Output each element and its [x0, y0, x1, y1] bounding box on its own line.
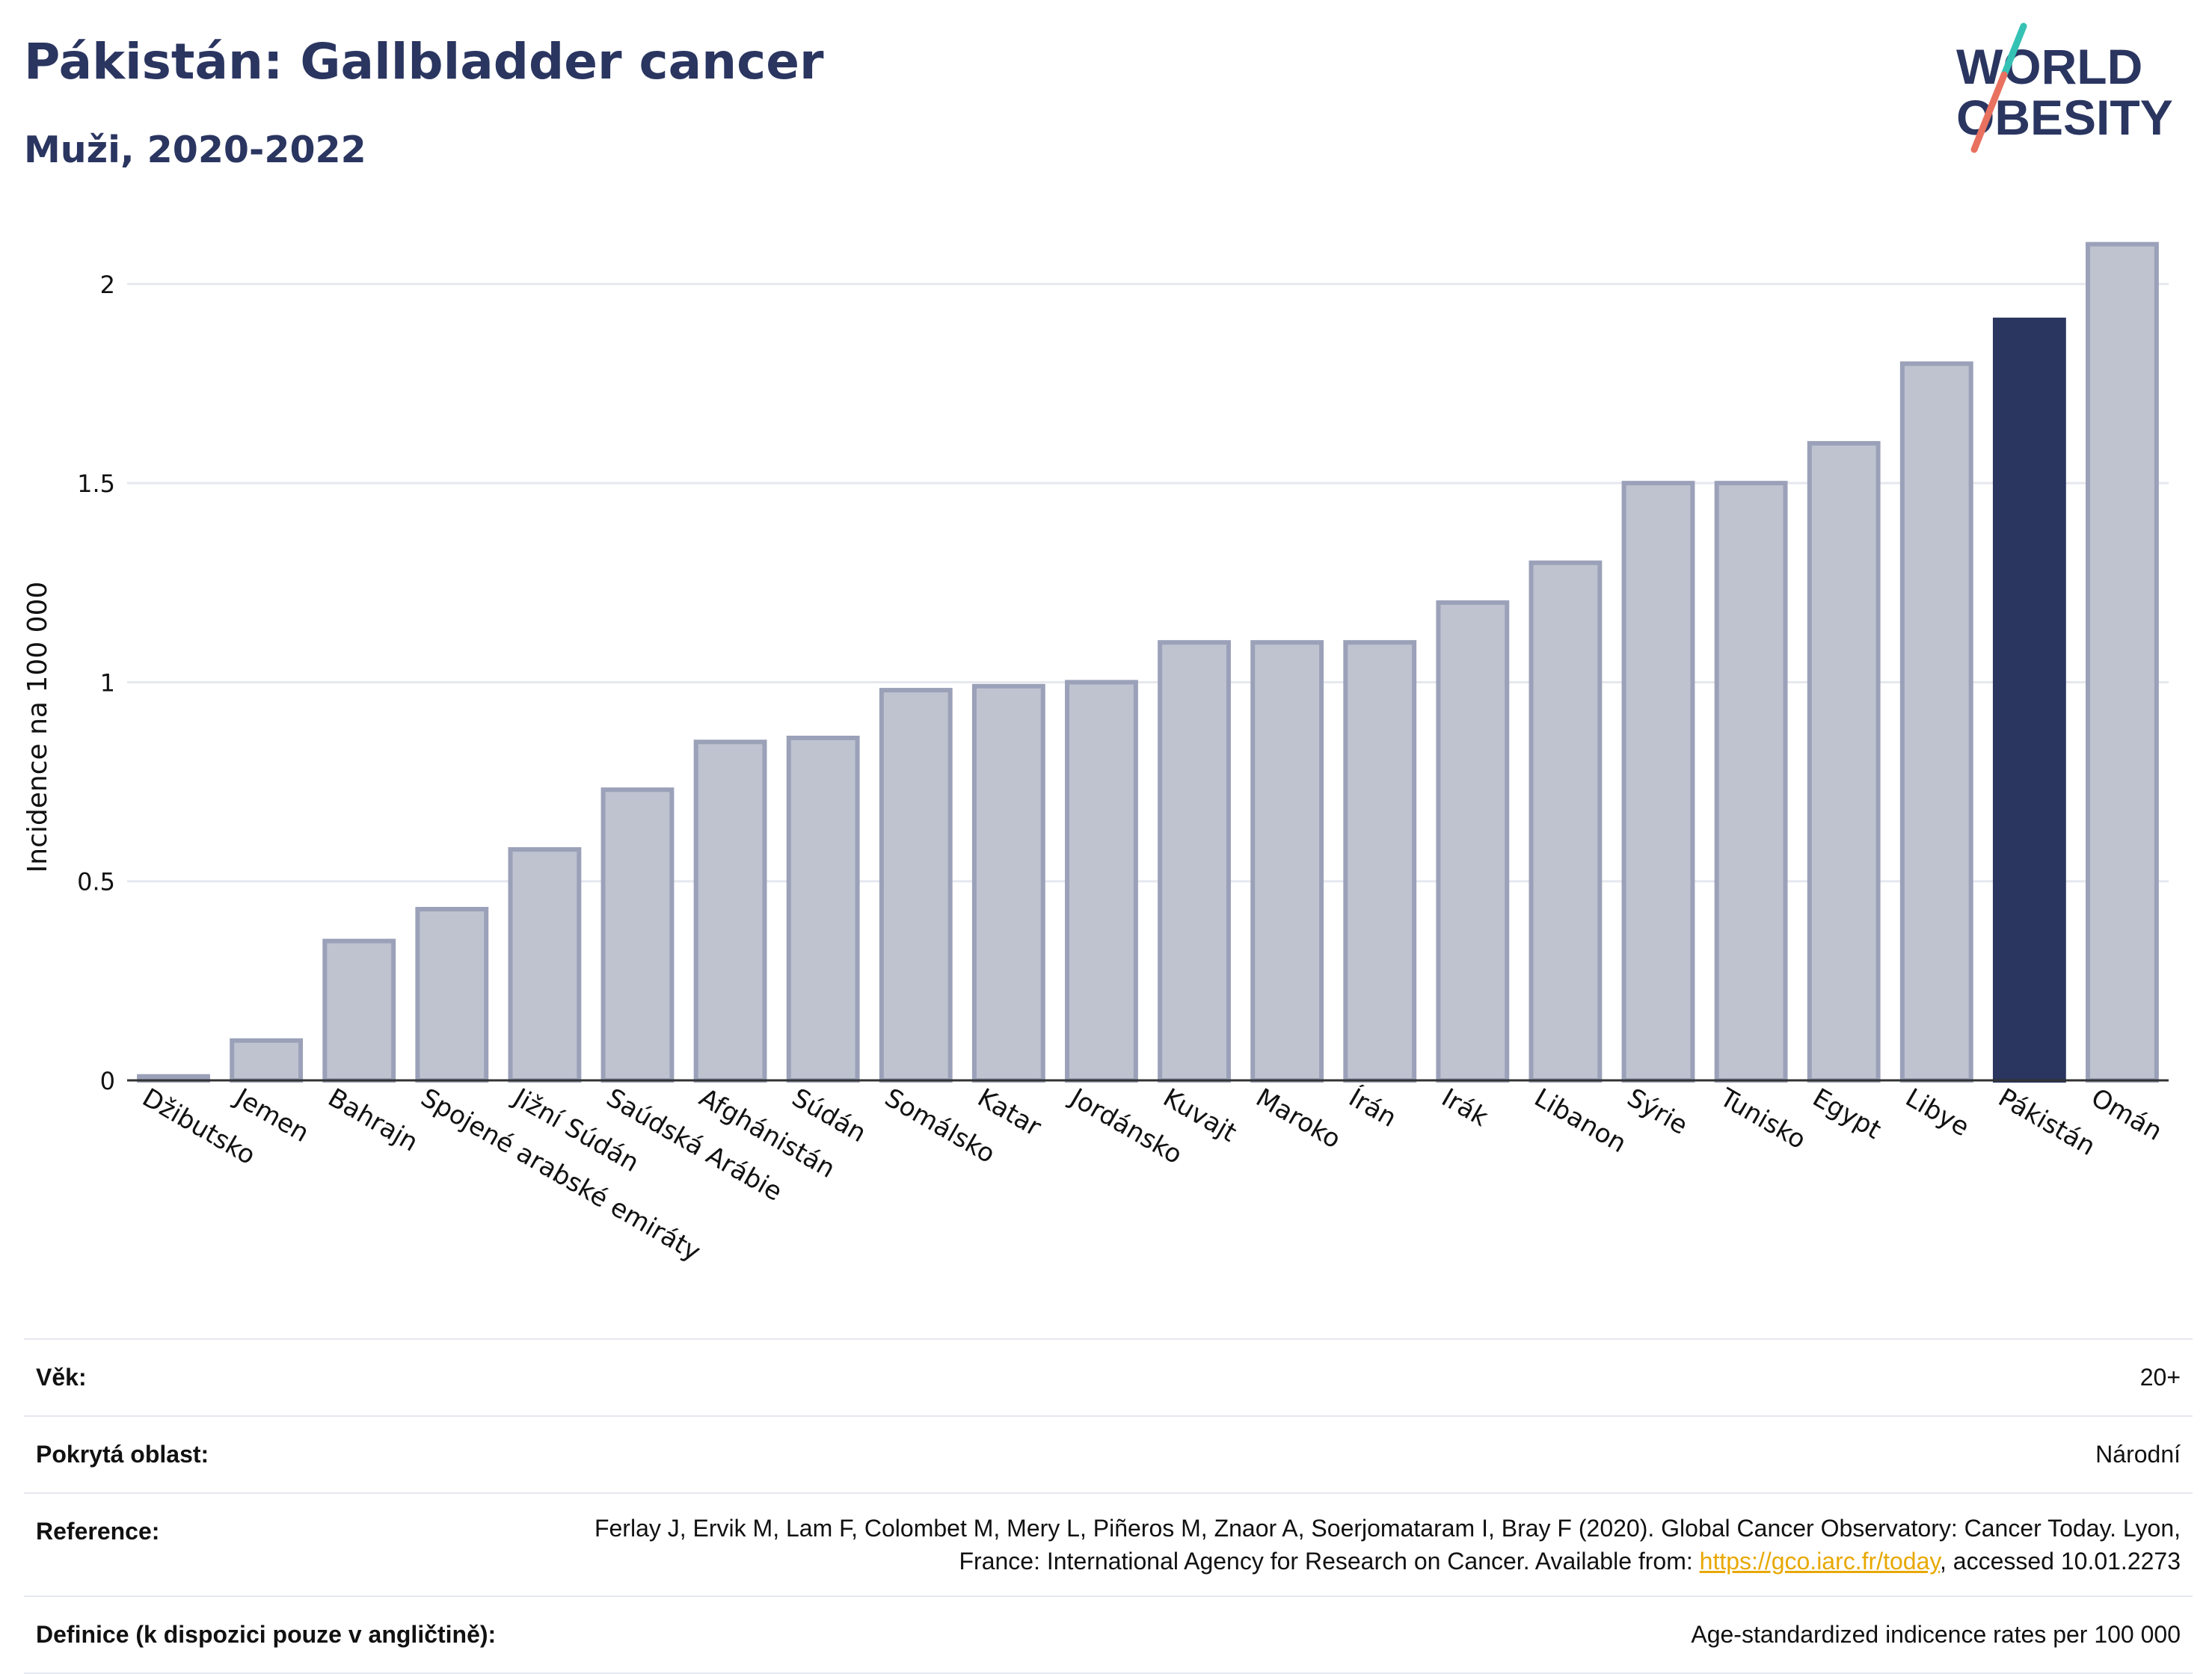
reference-link[interactable]: https://gco.iarc.fr/today [1699, 1548, 1940, 1575]
x-tick-label: Libye [1900, 1083, 1974, 1142]
bar-3 [322, 938, 396, 1083]
x-tick-label: Egypt [1807, 1083, 1886, 1145]
bar-21 [1992, 317, 2066, 1083]
bar-8 [786, 736, 860, 1083]
bar-6 [600, 787, 675, 1083]
reference-text-2: , accessed 10.01.2273 [1939, 1548, 2181, 1575]
bar-5 [508, 847, 582, 1083]
bar-4 [415, 907, 489, 1083]
bar-10 [971, 683, 1045, 1083]
coverage-value: Národní [2095, 1441, 2181, 1468]
bars [137, 241, 2159, 1083]
y-tick-label: 0.5 [77, 868, 115, 896]
bar-2 [230, 1038, 304, 1083]
x-tick-label: Pákistán [1993, 1083, 2100, 1162]
y-tick-label: 2 [100, 271, 115, 299]
page-title: Pákistán: Gallbladder cancer [24, 33, 824, 90]
world-obesity-logo: WORLD OBESITY [1956, 22, 2173, 153]
x-tick-label: Írán [1344, 1082, 1402, 1133]
bar-11 [1065, 680, 1138, 1083]
reference-label: Reference: [36, 1518, 160, 1545]
info-table: Věk: 20+ Pokrytá oblast: Národní Referen… [24, 1338, 2193, 1674]
reference-value: Ferlay J, Ervik M, Lam F, Colombet M, Me… [561, 1494, 2193, 1595]
bar-14 [1343, 640, 1417, 1083]
definition-label: Definice (k dispozici pouze v angličtině… [36, 1621, 497, 1648]
info-row-age: Věk: 20+ [24, 1338, 2193, 1415]
bar-20 [1899, 361, 1973, 1083]
y-tick-label: 1 [100, 668, 115, 697]
y-axis-label: Incidence na 100 000 [22, 582, 53, 873]
logo-slash-coral-icon [1970, 71, 2008, 153]
x-tick-label: Maroko [1251, 1083, 1346, 1154]
age-label: Věk: [36, 1364, 87, 1391]
bar-22 [2086, 241, 2159, 1083]
logo-line-1: WORLD [1956, 39, 2142, 94]
bar-16 [1529, 560, 1603, 1083]
x-tick-label: Bahrajn [323, 1083, 423, 1157]
bar-19 [1807, 440, 1881, 1083]
x-tick-label: Tunisko [1714, 1083, 1810, 1156]
x-tick-label: Sýrie [1622, 1083, 1693, 1141]
y-tick-label: 0 [100, 1067, 115, 1095]
definition-value: Age-standardized indicence rates per 100… [1691, 1621, 2181, 1648]
info-row-definition: Definice (k dispozici pouze v angličtině… [24, 1595, 2193, 1674]
x-tick-label: Libanon [1529, 1083, 1632, 1159]
page-subtitle: Muži, 2020-2022 [24, 129, 366, 171]
x-tick-label: Irák [1437, 1083, 1493, 1133]
y-tick-label: 1.5 [77, 470, 115, 498]
bar-13 [1250, 640, 1324, 1083]
bar-9 [879, 688, 953, 1083]
bar-17 [1621, 481, 1695, 1083]
logo-slash-teal-icon [2000, 22, 2027, 79]
bar-18 [1714, 481, 1788, 1083]
bar-7 [693, 739, 767, 1083]
coverage-label: Pokrytá oblast: [36, 1441, 209, 1468]
info-row-coverage: Pokrytá oblast: Národní [24, 1415, 2193, 1492]
age-value: 20+ [2139, 1364, 2181, 1391]
reference-text-1: Ferlay J, Ervik M, Lam F, Colombet M, Me… [594, 1515, 2181, 1575]
bar-15 [1436, 600, 1510, 1083]
info-row-reference: Reference: Ferlay J, Ervik M, Lam F, Col… [24, 1492, 2193, 1595]
y-tick-labels: 0 0.5 1 1.5 2 [77, 271, 115, 1095]
bar-12 [1158, 640, 1231, 1083]
